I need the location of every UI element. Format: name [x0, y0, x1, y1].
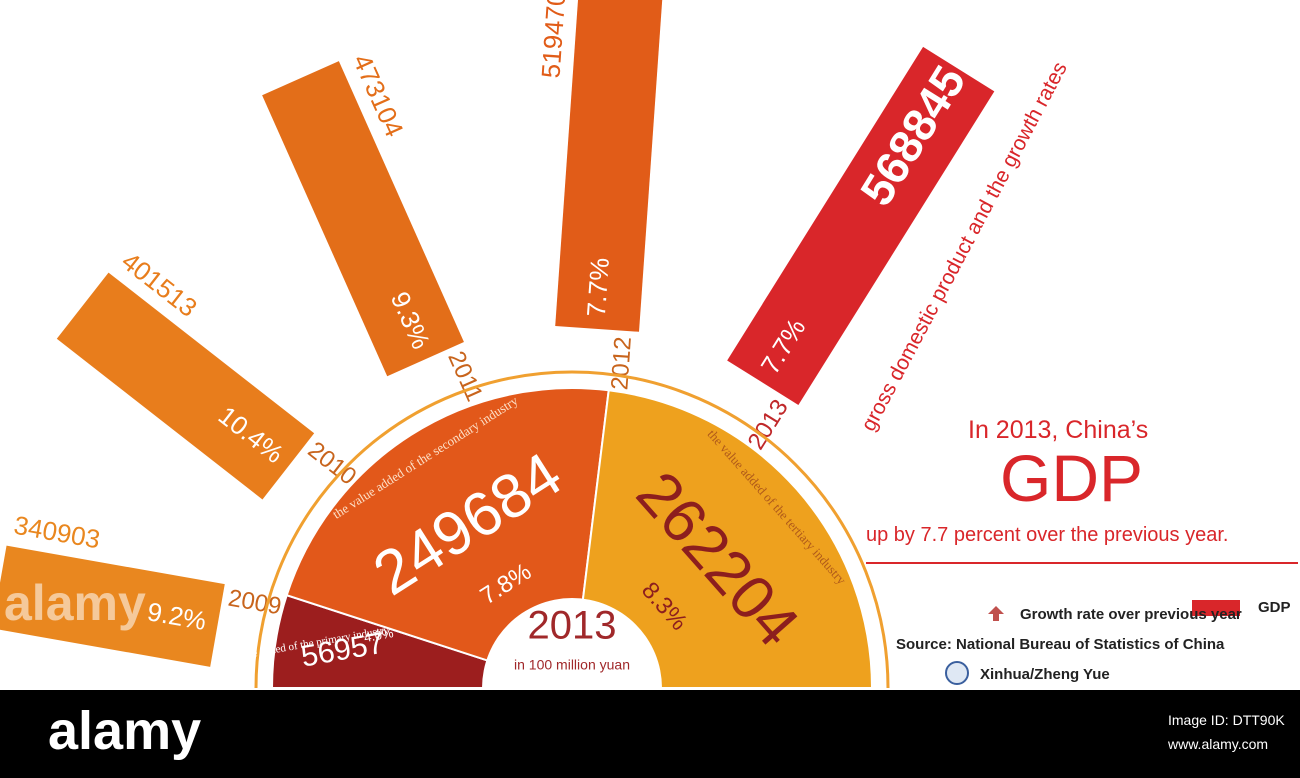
bar: [555, 0, 663, 332]
year-label: 2009: [226, 585, 283, 621]
pie-growth: 4.0%: [363, 625, 395, 645]
watermark-bar: [0, 690, 1300, 778]
value-label: 519470: [535, 0, 571, 79]
bar: [727, 46, 995, 405]
image-id: Image ID: DTT90K: [1168, 712, 1285, 728]
headline-line1: In 2013, China’s: [968, 416, 1149, 444]
pie-title: 2013: [528, 604, 617, 648]
headline-line2: up by 7.7 percent over the previous year…: [866, 524, 1229, 546]
bar: [56, 272, 315, 500]
site: www.alamy.com: [1168, 736, 1269, 752]
value-label: 340903: [12, 510, 103, 555]
credit: Xinhua/Zheng Yue: [980, 666, 1110, 683]
bar-group: 519470 7.7% 2012: [535, 0, 663, 391]
legend-arrow: [988, 606, 1004, 621]
pie-outline: [254, 370, 890, 689]
source: Source: National Bureau of Statistics of…: [896, 636, 1225, 653]
logo-circle: [945, 661, 969, 685]
arrow-icon: [988, 606, 1004, 621]
pie-wedge: [570, 389, 874, 689]
legend-swatch: [1192, 600, 1240, 616]
watermark-bar-logo: alamy: [48, 701, 202, 761]
bar: [262, 61, 464, 377]
legend-label: GDP: [1258, 599, 1291, 616]
growth-label: 7.7%: [581, 257, 615, 318]
legend-label: Growth rate over previous year: [1020, 606, 1242, 623]
pie-subtitle: in 100 million yuan: [514, 657, 630, 673]
headline-big: GDP: [1000, 441, 1144, 515]
watermark-logo: alamy: [4, 575, 146, 631]
xinhua-logo: [945, 661, 969, 685]
divider: [866, 562, 1298, 564]
bar: [0, 545, 225, 667]
year-label: 2012: [606, 336, 637, 391]
